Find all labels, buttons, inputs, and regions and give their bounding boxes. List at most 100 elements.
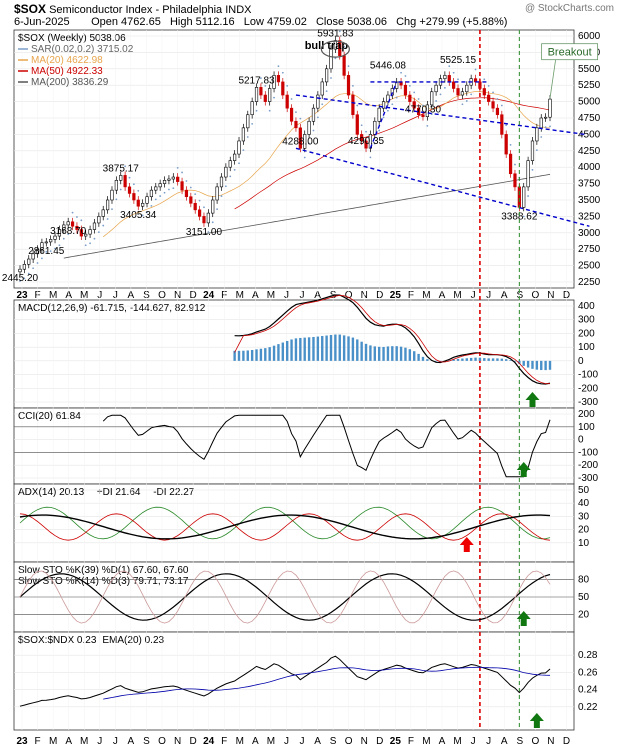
breakout-label: Breakout [548,47,592,59]
macd-hist-bar [469,357,473,361]
price-label: 2445.20 [2,273,39,284]
candle-body [303,134,307,149]
sar-dot [404,75,407,77]
candle-body [281,81,285,96]
sar-dot [487,84,490,87]
sar-dot [465,100,468,102]
candle-body [325,68,329,83]
series-name: -DI 22.27 [153,487,195,498]
candle-body [276,75,281,83]
sar-dot [23,277,26,280]
macd-hist-bar [338,334,341,361]
price-label: 5446.08 [370,60,407,71]
x-tick-label-bottom: J [486,736,491,747]
x-tick-label-bottom: 25 [390,736,402,747]
candle-body [254,87,259,102]
candle-body [66,221,70,226]
macd-hist-bar [364,343,368,361]
sar-dot [544,126,547,129]
candle-body [149,189,154,198]
y-tick-label: 2500 [578,261,601,272]
price-label: 5931.83 [317,29,354,40]
sar-dot [32,267,35,270]
candle-body [482,88,486,96]
sar-dot [461,103,464,106]
candle-body [421,114,425,117]
x-tick-label-bottom: M [49,736,57,747]
x-tick-label-bottom: O [158,736,166,747]
x-tick-label-bottom: F [221,736,227,747]
macd-hist-bar [347,336,350,361]
candle-body [250,101,254,116]
macd-hist-bar [526,360,530,368]
macd-hist-bar [518,360,521,364]
legend-entry: MA(20) 4622.98 [31,55,103,66]
y-tick-label: 3500 [578,195,601,206]
candle-body [215,186,219,201]
candle-body [329,48,333,70]
y-tick-label: 80 [578,575,590,586]
sar-dot [514,163,516,166]
sar-dot [273,96,275,99]
candle-body [88,229,92,235]
y-tick-label: 4000 [578,162,601,173]
candle-body [504,134,508,155]
sar-dot [54,247,56,250]
candle-body [298,127,302,149]
sar-dot [400,71,402,74]
sar-dot [251,123,254,125]
candle-body [145,196,149,204]
candle-body [206,212,210,224]
sar-dot [522,215,525,218]
y-tick-label: 200 [578,409,595,420]
candle-body [219,176,224,188]
y-tick-label: 2750 [578,244,601,255]
sar-dot [159,195,162,197]
candle-body [123,175,127,188]
sar-dot [146,211,148,214]
sar-dot [527,195,529,197]
candle-body [49,239,53,243]
x-tick-label-bottom: J [113,736,118,747]
macd-hist-bar [544,360,547,371]
sar-dot [97,231,100,234]
sar-dot [128,176,131,179]
sar-dot [413,91,416,94]
x-tick-label-bottom: A [252,736,259,747]
candle-body [289,107,294,122]
y-tick-label: -100 [578,447,598,458]
bull-trap-circle [320,40,350,58]
sar-dot [71,211,74,214]
macd-hist-bar [360,341,363,361]
candle-body [224,166,228,178]
x-tick-label-bottom: M [422,736,430,747]
candle-body [386,94,390,102]
sar-dot [365,130,367,133]
macd-hist-bar [264,348,267,361]
candle-body [246,114,250,129]
sar-dot [281,71,284,74]
candle-body [452,81,456,89]
sar-dot [321,103,324,106]
sar-dot [102,224,105,227]
sar-dot [264,84,267,87]
sar-dot [176,166,179,169]
candle-body [233,153,237,161]
sar-dot [535,149,538,152]
sar-dot [422,104,424,107]
candle-body [364,140,368,149]
candle-body [167,178,171,181]
y-tick-label: 0 [578,356,584,367]
sar-dot [189,186,192,189]
sar-dot [80,219,83,222]
sar-dot [229,175,232,178]
y-tick-label: 3000 [578,228,601,239]
sar-dot [492,91,494,94]
price-label: 4770.30 [405,105,442,116]
candle-body [53,235,57,240]
candle-body [141,202,145,207]
sar-dot [150,205,153,207]
ma20-line [102,91,551,238]
